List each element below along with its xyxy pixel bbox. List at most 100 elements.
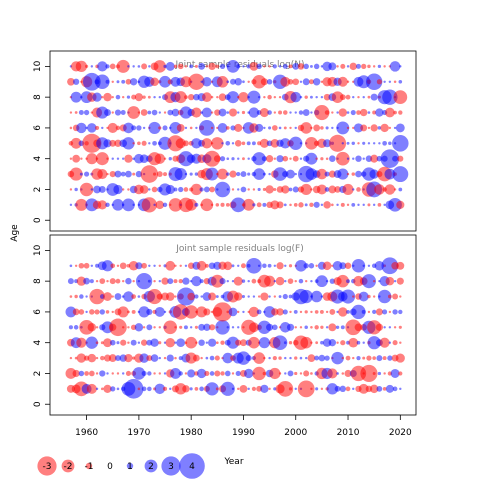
- residual-bubble: [119, 262, 127, 270]
- residual-bubble: [231, 188, 235, 191]
- residual-bubble: [273, 187, 277, 191]
- residual-bubble: [132, 142, 135, 145]
- residual-bubble: [69, 188, 73, 191]
- residual-bubble: [215, 64, 220, 69]
- residual-bubble: [289, 126, 292, 130]
- residual-bubble: [142, 95, 146, 99]
- residual-bubble: [70, 91, 82, 103]
- residual-bubble: [129, 78, 138, 86]
- residual-bubble: [247, 90, 261, 104]
- residual-bubble: [205, 382, 219, 396]
- residual-bubble: [348, 337, 359, 348]
- residual-bubble: [320, 126, 324, 130]
- legend: -3 -2 -1 0 1 2 3 4: [37, 453, 205, 479]
- residual-bubble: [277, 380, 294, 397]
- residual-bubble: [288, 64, 293, 69]
- residual-bubble: [201, 138, 213, 149]
- residual-bubble: [74, 264, 78, 267]
- residual-bubble: [342, 183, 354, 195]
- residual-bubble: [266, 79, 273, 85]
- residual-bubble: [253, 352, 265, 364]
- residual-bubble: [395, 353, 405, 363]
- residual-bubble: [392, 135, 409, 152]
- residual-bubble: [385, 276, 395, 286]
- residual-bubble: [336, 341, 339, 344]
- residual-bubble: [312, 78, 321, 86]
- residual-bubble: [107, 122, 118, 133]
- residual-bubble: [280, 138, 291, 149]
- residual-bubble: [287, 370, 294, 377]
- residual-bubble: [199, 187, 204, 192]
- residual-bubble: [272, 355, 277, 361]
- residual-bubble: [127, 310, 130, 314]
- residual-bubble: [109, 278, 116, 285]
- residual-bubble: [294, 111, 297, 114]
- residual-bubble: [132, 65, 135, 68]
- residual-bubble: [238, 91, 249, 103]
- residual-bubble: [215, 320, 230, 335]
- residual-bubble: [242, 310, 245, 314]
- residual-bubble: [104, 109, 111, 116]
- residual-bubble: [106, 157, 109, 160]
- residual-bubble: [231, 142, 235, 145]
- residual-bubble: [252, 295, 256, 298]
- residual-bubble: [130, 339, 137, 346]
- residual-bubble: [344, 369, 352, 377]
- residual-bubble: [372, 371, 376, 375]
- residual-bubble: [109, 339, 116, 346]
- residual-bubble: [214, 370, 221, 377]
- residual-bubble: [367, 320, 382, 335]
- residual-bubble: [108, 354, 117, 362]
- residual-bubble: [161, 277, 169, 285]
- residual-bubble: [87, 353, 97, 363]
- residual-bubble: [290, 91, 302, 103]
- residual-bubble: [257, 320, 272, 334]
- residual-bubble: [248, 107, 260, 118]
- residual-bubble: [214, 109, 221, 116]
- residual-bubble: [189, 326, 193, 329]
- residual-bubble: [158, 111, 161, 114]
- residual-bubble: [337, 168, 349, 180]
- residual-bubble: [346, 203, 350, 207]
- residual-bubble: [148, 142, 151, 145]
- residual-bubble: [318, 354, 326, 362]
- residual-bubble: [316, 168, 328, 180]
- residual-bubble: [298, 202, 304, 208]
- residual-bubble: [100, 387, 104, 391]
- residual-bubble: [303, 63, 309, 70]
- residual-bubble: [183, 140, 189, 147]
- residual-bubble: [351, 259, 366, 273]
- residual-bubble: [241, 279, 246, 283]
- residual-bubble: [352, 95, 355, 99]
- residual-bubble: [134, 323, 144, 332]
- residual-bubble: [212, 302, 233, 322]
- residual-bubble: [155, 200, 165, 210]
- residual-bubble: [393, 279, 397, 283]
- residual-bubble: [320, 387, 324, 391]
- residual-bubble: [283, 203, 287, 207]
- residual-bubble: [137, 341, 141, 344]
- residual-bubble: [215, 295, 219, 299]
- residual-bubble: [288, 341, 293, 345]
- residual-bubble: [216, 95, 219, 99]
- residual-bubble: [187, 292, 195, 301]
- residual-bubble: [116, 387, 120, 391]
- residual-bubble: [69, 167, 83, 181]
- residual-bubble: [304, 310, 308, 314]
- residual-bubble: [362, 341, 365, 344]
- residual-bubble: [127, 65, 130, 68]
- residual-bubble: [230, 125, 236, 131]
- residual-bubble: [268, 356, 271, 360]
- residual-bubble: [320, 157, 324, 161]
- residual-bubble: [165, 260, 176, 271]
- residual-bubble: [241, 141, 246, 146]
- residual-bubble: [235, 339, 242, 346]
- residual-bubble: [300, 336, 313, 349]
- residual-bubble: [226, 91, 240, 104]
- residual-bubble: [182, 277, 190, 285]
- residual-bubble: [200, 356, 203, 360]
- residual-bubble: [105, 64, 110, 69]
- residual-bubble: [374, 184, 385, 195]
- residual-bubble: [398, 325, 402, 329]
- residual-bubble: [247, 80, 250, 83]
